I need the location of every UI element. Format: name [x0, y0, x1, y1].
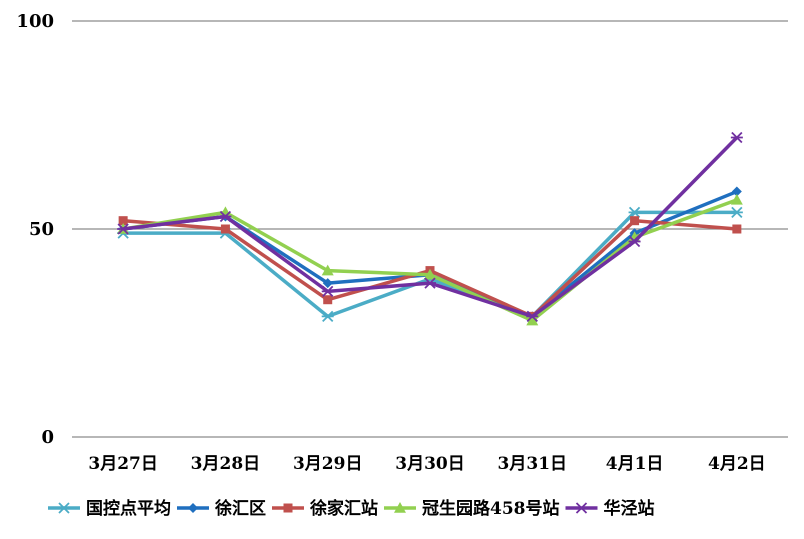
y-tick-label: 100 — [16, 11, 54, 32]
series-group — [117, 131, 743, 326]
gridlines — [72, 20, 788, 438]
data-point — [117, 223, 130, 235]
data-point — [732, 224, 742, 234]
legend-item-0: 国控点平均 — [48, 498, 171, 519]
legend-label: 徐家汇站 — [309, 498, 378, 519]
data-point — [424, 277, 436, 289]
legend-swatch-marker — [283, 503, 293, 513]
x-axis-ticks: 3月27日 3月28日 3月29日 3月30日 3月31日 4月1日 4月2日 — [88, 454, 765, 474]
series-1 — [118, 186, 742, 322]
legend-item-1: 徐汇区 — [177, 498, 266, 519]
legend-label: 徐汇区 — [214, 498, 266, 519]
data-point — [323, 295, 333, 305]
data-point — [730, 206, 743, 218]
x-tick-label: 4月2日 — [708, 454, 766, 474]
series-line — [122, 189, 738, 319]
data-point — [219, 210, 232, 223]
x-tick-label: 3月27日 — [88, 454, 158, 474]
y-axis-ticks: 0 50 100 — [16, 11, 54, 448]
data-point — [730, 193, 743, 205]
legend-swatch-marker — [58, 502, 70, 514]
data-point — [220, 224, 230, 234]
data-point — [322, 278, 333, 289]
data-point — [730, 131, 743, 144]
x-tick-label: 3月31日 — [498, 454, 568, 474]
data-point — [321, 285, 334, 298]
legend-swatch-marker — [575, 502, 588, 514]
data-point — [321, 264, 334, 276]
legend-swatch-marker — [394, 502, 406, 513]
x-tick-label: 3月29日 — [293, 454, 363, 474]
legend-swatch-marker — [188, 503, 198, 513]
legend: 国控点平均 徐汇区 徐家汇站 冠生园路458号站 华泾站 — [48, 498, 655, 519]
data-point — [321, 310, 334, 322]
data-point — [731, 186, 742, 197]
data-point — [526, 310, 539, 322]
legend-label: 冠生园路458号站 — [422, 498, 560, 519]
legend-item-3: 冠生园路458号站 — [384, 498, 560, 519]
legend-item-4: 华泾站 — [565, 498, 655, 519]
data-point — [424, 268, 436, 280]
series-4 — [117, 131, 743, 322]
legend-label: 华泾站 — [604, 498, 655, 519]
data-point — [628, 206, 641, 218]
data-point — [118, 216, 128, 226]
data-point — [630, 216, 640, 226]
legend-label: 国控点平均 — [86, 498, 171, 519]
y-tick-label: 50 — [29, 219, 54, 240]
data-point — [628, 235, 641, 248]
y-tick-label: 0 — [41, 427, 54, 448]
x-tick-label: 3月28日 — [191, 454, 261, 474]
data-point — [526, 314, 539, 326]
x-tick-label: 3月30日 — [395, 454, 465, 474]
x-tick-label: 4月1日 — [606, 454, 664, 474]
legend-item-2: 徐家汇站 — [272, 498, 378, 519]
